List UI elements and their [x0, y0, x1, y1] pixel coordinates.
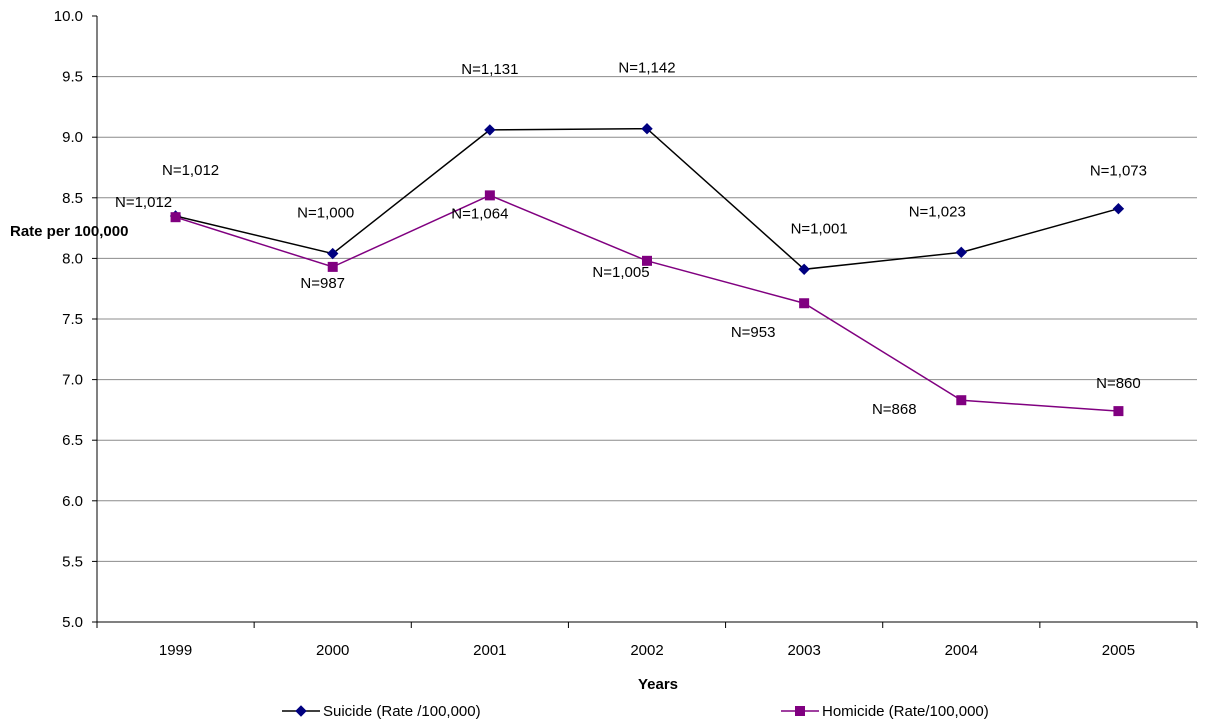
data-label-homicide-2004: N=868 — [872, 401, 917, 418]
point-homicide-2001 — [484, 190, 495, 201]
legend-marker-homicide — [795, 706, 805, 716]
data-label-suicide-2001: N=1,131 — [461, 61, 518, 78]
legend-label-homicide: Homicide (Rate/100,000) — [822, 703, 989, 720]
point-homicide-2000 — [327, 261, 338, 272]
y-axis-title: Rate per 100,000 — [10, 223, 128, 240]
data-label-homicide-2002: N=1,005 — [592, 264, 649, 281]
point-homicide-2003 — [799, 298, 810, 309]
legend-marker-suicide — [295, 705, 307, 717]
point-suicide-2003 — [798, 263, 810, 276]
data-label-homicide-2001: N=1,064 — [451, 205, 508, 222]
legend-label-suicide: Suicide (Rate /100,000) — [323, 703, 481, 720]
series-line-homicide — [175, 194, 1119, 412]
series — [169, 123, 1125, 417]
data-label-homicide-2000: N=987 — [300, 275, 345, 292]
y-tick-label: 8.0 — [62, 250, 83, 267]
gridlines — [97, 76, 1197, 562]
y-tick-label: 7.5 — [62, 311, 83, 328]
point-suicide-2004 — [955, 246, 967, 259]
x-tick-label-2000: 2000 — [316, 642, 349, 659]
series-line-suicide — [175, 127, 1119, 271]
y-tick-label: 8.5 — [62, 190, 83, 207]
x-tick-label-1999: 1999 — [159, 642, 192, 659]
data-label-homicide-2003: N=953 — [731, 324, 776, 341]
point-suicide-2002 — [641, 123, 653, 135]
point-suicide-2005 — [1112, 203, 1125, 215]
x-tick-label-2002: 2002 — [630, 642, 663, 659]
data-labels: N=1,012 N=1,000 N=1,131 N=1,142 N=1,001 N=1,0… — [115, 60, 1147, 418]
point-suicide-2000 — [327, 247, 339, 260]
x-tick-label-2004: 2004 — [945, 642, 978, 659]
y-tick-label: 9.5 — [62, 69, 83, 86]
x-tick-label-2003: 2003 — [787, 642, 820, 659]
point-homicide-1999 — [170, 212, 181, 223]
data-label-homicide-2005: N=860 — [1096, 375, 1141, 392]
y-tick-label: 10.0 — [54, 8, 83, 25]
data-label-suicide-2003: N=1,001 — [791, 220, 848, 237]
point-homicide-2004 — [956, 395, 967, 406]
data-label-suicide-1999: N=1,012 — [162, 162, 219, 179]
legend: Suicide (Rate /100,000) Homicide (Rate/1… — [282, 703, 989, 720]
data-label-suicide-2005: N=1,073 — [1090, 163, 1147, 180]
legend-item-suicide: Suicide (Rate /100,000) — [282, 703, 481, 720]
y-tick-label: 5.0 — [62, 614, 83, 631]
data-label-suicide-2000: N=1,000 — [297, 205, 354, 222]
y-tick-label: 9.0 — [62, 129, 83, 146]
x-axis-title: Years — [638, 676, 678, 693]
point-homicide-2005 — [1113, 406, 1124, 417]
axes: 5.0 5.5 6.0 6.5 7.0 7.5 8.0 8.5 9.0 9.5 10.0 1999 20… — [54, 8, 1198, 659]
data-label-suicide-2004: N=1,023 — [909, 203, 966, 220]
data-label-homicide-1999: N=1,012 — [115, 194, 172, 211]
y-tick-label: 6.0 — [62, 493, 83, 510]
legend-item-homicide: Homicide (Rate/100,000) — [781, 703, 989, 720]
x-tick-label-2001: 2001 — [473, 642, 506, 659]
y-tick-label: 7.0 — [62, 372, 83, 389]
y-tick-label: 6.5 — [62, 432, 83, 449]
y-tick-label: 5.5 — [62, 553, 83, 570]
point-homicide-2002 — [642, 255, 652, 266]
point-suicide-2001 — [484, 124, 496, 136]
x-tick-label-2005: 2005 — [1102, 642, 1135, 659]
data-label-suicide-2002: N=1,142 — [618, 60, 675, 77]
